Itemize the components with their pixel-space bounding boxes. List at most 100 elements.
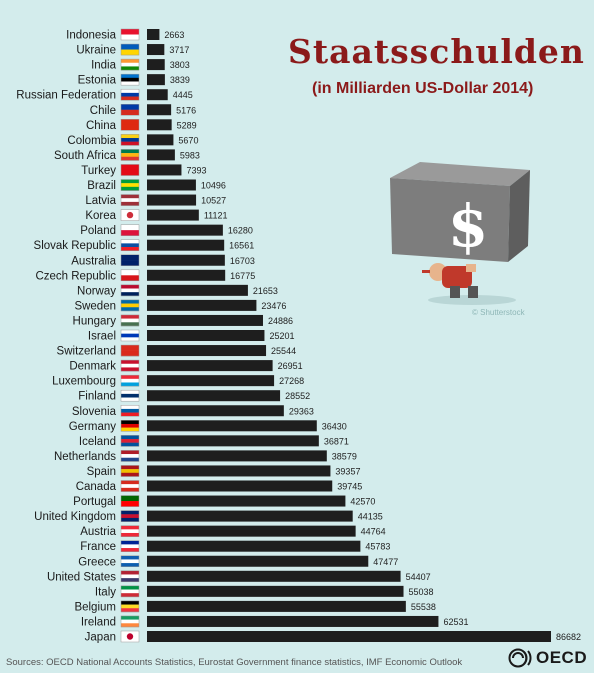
country-flag-icon xyxy=(120,585,140,598)
value-label: 25544 xyxy=(271,346,296,356)
value-label: 55538 xyxy=(411,602,436,612)
value-label: 38579 xyxy=(332,451,357,461)
bar xyxy=(147,360,273,372)
bar xyxy=(147,330,265,341)
country-label: Ireland xyxy=(81,616,116,628)
value-label: 16561 xyxy=(229,241,254,251)
country-flag-icon xyxy=(120,344,140,357)
value-label: 4445 xyxy=(173,90,193,100)
bar xyxy=(147,615,439,627)
bar xyxy=(147,314,263,326)
country-flag-icon xyxy=(120,615,140,628)
value-label: 24886 xyxy=(268,316,293,326)
country-label: Iceland xyxy=(79,436,116,448)
country-flag-icon xyxy=(120,284,140,297)
country-flag-icon xyxy=(120,314,140,327)
country-flag-icon xyxy=(120,88,140,101)
bar xyxy=(147,239,225,251)
value-label: 55038 xyxy=(409,587,434,597)
country-label: Switzerland xyxy=(57,346,116,358)
value-label: 28552 xyxy=(285,391,310,401)
chart-title: Staatsschulden xyxy=(288,32,585,71)
bar xyxy=(147,74,165,86)
bar xyxy=(147,59,165,71)
country-flag-icon xyxy=(120,179,140,191)
country-flag-icon xyxy=(120,164,140,176)
value-label: 10496 xyxy=(201,181,226,191)
bar xyxy=(147,405,284,417)
country-flag-icon xyxy=(120,239,140,251)
bar xyxy=(147,345,267,357)
country-flag-icon xyxy=(120,194,140,206)
bar xyxy=(147,209,199,221)
bar xyxy=(147,224,223,236)
bar xyxy=(147,149,175,161)
country-flag-icon xyxy=(120,224,140,236)
bar xyxy=(147,570,401,582)
value-label: 47477 xyxy=(373,557,398,567)
country-label: Netherlands xyxy=(54,451,116,463)
country-label: Germany xyxy=(69,421,117,433)
bar xyxy=(147,465,331,477)
value-label: 11121 xyxy=(204,211,228,221)
country-label: Spain xyxy=(87,466,116,478)
watermark: © Shutterstock xyxy=(472,308,525,317)
bar xyxy=(147,555,369,567)
country-flag-icon xyxy=(120,540,140,552)
country-flag-icon xyxy=(120,359,140,372)
value-label: 5289 xyxy=(177,120,197,130)
country-label: Australia xyxy=(71,255,116,267)
value-label: 16280 xyxy=(228,226,253,236)
country-label: Japan xyxy=(85,632,116,644)
country-label: Slovenia xyxy=(72,406,117,418)
bar xyxy=(147,134,174,146)
country-flag-icon xyxy=(120,269,140,282)
value-label: 5670 xyxy=(178,135,198,145)
country-flag-icon xyxy=(120,119,140,131)
country-label: Ukraine xyxy=(76,45,116,57)
bar xyxy=(147,585,404,597)
value-label: 25201 xyxy=(269,331,294,341)
value-label: 3839 xyxy=(170,75,190,85)
country-flag-icon xyxy=(120,43,140,56)
country-flag-icon xyxy=(120,73,140,86)
country-label: Latvia xyxy=(85,195,116,207)
value-label: 5983 xyxy=(180,150,200,160)
country-flag-icon xyxy=(120,374,140,387)
value-label: 10527 xyxy=(201,196,226,206)
country-label: Norway xyxy=(77,285,116,297)
value-label: 62531 xyxy=(443,617,468,627)
value-label: 7393 xyxy=(186,165,206,175)
bar xyxy=(147,119,172,131)
country-label: Austria xyxy=(80,526,116,538)
country-label: Korea xyxy=(85,210,116,222)
bar xyxy=(147,450,327,462)
country-label: Portugal xyxy=(73,496,116,508)
oecd-logo-text: OECD xyxy=(536,648,588,667)
value-label: 86682 xyxy=(556,632,581,642)
oecd-logo: OECD xyxy=(508,648,587,668)
bar xyxy=(147,631,551,642)
value-label: 29363 xyxy=(289,406,314,416)
bar xyxy=(147,390,281,402)
debt-burden-illustration: $ xyxy=(390,162,530,305)
country-flag-icon xyxy=(120,299,140,312)
country-label: Finland xyxy=(78,391,116,403)
bar xyxy=(147,254,225,266)
country-label: Canada xyxy=(76,481,117,493)
country-label: Estonia xyxy=(78,75,117,87)
country-label: Chile xyxy=(90,105,116,117)
country-label: Sweden xyxy=(74,300,116,312)
country-label: Brazil xyxy=(87,180,116,192)
country-label: Luxembourg xyxy=(52,376,116,388)
country-flag-icon xyxy=(120,209,140,221)
bar xyxy=(147,89,168,101)
country-label: Czech Republic xyxy=(35,270,116,282)
country-flag-icon xyxy=(120,28,140,41)
bar xyxy=(147,284,248,296)
value-label: 39745 xyxy=(337,482,362,492)
bar xyxy=(147,29,160,40)
bar xyxy=(147,420,317,432)
country-flag-icon xyxy=(120,510,140,522)
country-flag-icon xyxy=(120,58,140,71)
